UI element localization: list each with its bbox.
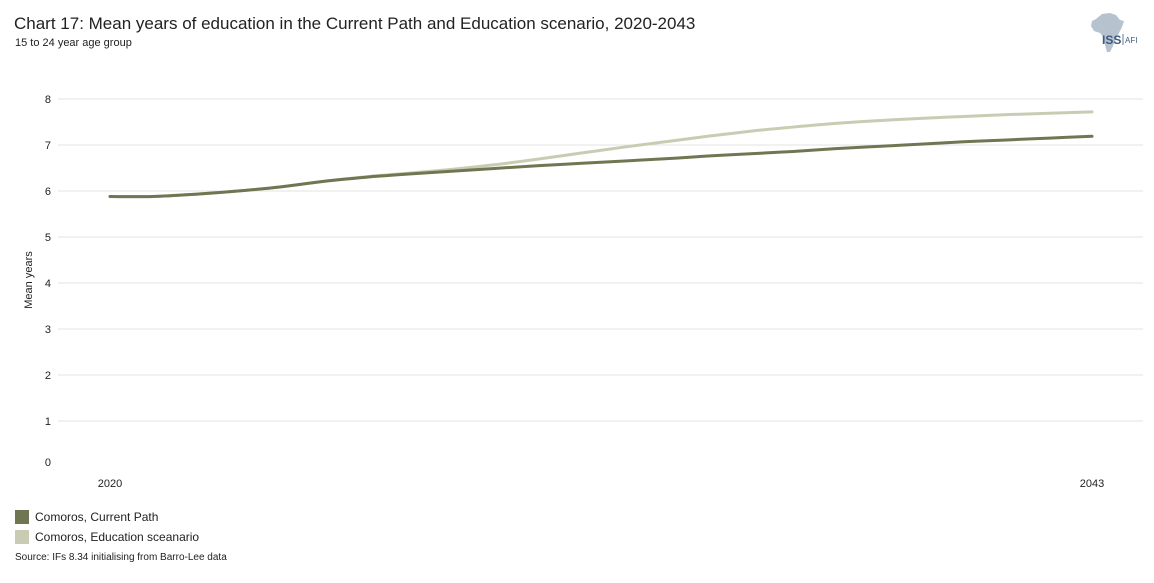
- y-tick-label-2: 2: [45, 370, 51, 382]
- legend-item-education-scenario: Comoros, Education sceanario: [15, 527, 199, 547]
- x-axis-ticks: 2020 2043: [98, 478, 1104, 490]
- y-tick-label-7: 7: [45, 140, 51, 152]
- legend-swatch-current-path: [15, 510, 29, 524]
- y-tick-label-3: 3: [45, 324, 51, 336]
- y-tick-label-8: 8: [45, 94, 51, 106]
- iss-afi-logo: ISS AFI: [1086, 11, 1140, 55]
- legend: Comoros, Current Path Comoros, Education…: [15, 507, 199, 547]
- legend-swatch-education-scenario: [15, 530, 29, 544]
- legend-label-current-path: Comoros, Current Path: [35, 510, 159, 524]
- gridlines: [58, 98, 1143, 422]
- y-tick-label-1: 1: [45, 416, 51, 428]
- legend-label-education-scenario: Comoros, Education sceanario: [35, 530, 200, 544]
- y-tick-label-6: 6: [45, 186, 51, 198]
- series-lines: [108, 110, 1094, 199]
- logo-afi-text: AFI: [1125, 36, 1137, 45]
- legend-item-current-path: Comoros, Current Path: [15, 507, 199, 527]
- africa-map-icon: ISS AFI: [1091, 13, 1137, 52]
- x-tick-label-2020: 2020: [98, 478, 122, 490]
- logo-iss-text: ISS: [1102, 33, 1121, 47]
- chart-title: Chart 17: Mean years of education in the…: [14, 14, 696, 33]
- y-tick-label-4: 4: [45, 278, 51, 290]
- y-tick-label-5: 5: [45, 232, 51, 244]
- series-line-education-scenario: [108, 110, 1094, 199]
- chart-subtitle: 15 to 24 year age group: [15, 37, 132, 49]
- y-axis-label: Mean years: [23, 251, 35, 309]
- source-note: Source: IFs 8.34 initialising from Barro…: [15, 552, 227, 563]
- y-tick-label-0: 0: [45, 457, 51, 469]
- x-tick-label-2043: 2043: [1080, 478, 1104, 490]
- series-line-current-path: [108, 134, 1094, 199]
- y-axis-ticks: 0 1 2 3 4 5 6 7 8: [45, 94, 51, 469]
